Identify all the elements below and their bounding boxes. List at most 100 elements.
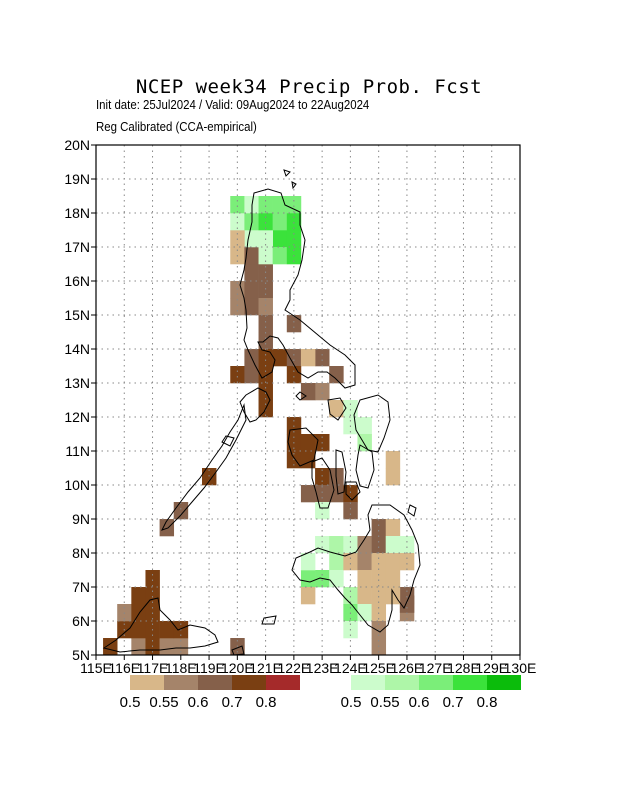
probability-cell — [272, 230, 288, 248]
probability-cell — [371, 553, 387, 571]
lat-tick-label: 13N — [64, 375, 90, 391]
probability-cell — [300, 349, 316, 367]
coast-cebu — [335, 449, 347, 495]
probability-cell — [315, 536, 330, 554]
coast-babuyan — [283, 169, 291, 177]
legend-swatch — [453, 675, 487, 690]
probability-cell — [371, 587, 387, 605]
legend: 0.5 0.55 0.6 0.7 0.8 0.5 0.55 0.6 0.7 0.8 — [120, 675, 521, 711]
probability-cell — [244, 298, 259, 316]
axis-ticks: 115E116E117E118E119E120E121E122E123E124E… — [64, 137, 536, 676]
probability-cell — [329, 570, 344, 588]
probability-cell — [131, 587, 146, 605]
probability-cell — [286, 196, 302, 214]
probability-cell — [357, 570, 372, 588]
probability-cell — [258, 366, 273, 384]
legend-label: 0.8 — [477, 694, 498, 711]
legend-swatch — [419, 675, 453, 690]
coast-mindoro — [239, 387, 271, 423]
legend-swatch — [385, 675, 419, 690]
probability-cell — [343, 536, 358, 554]
probability-cell — [202, 468, 217, 486]
probability-cell — [329, 485, 344, 503]
init-valid-dates: Init date: 25Jul2024 / Valid: 09Aug2024 … — [96, 97, 370, 112]
probability-cell — [371, 570, 387, 588]
probability-cell — [286, 349, 302, 367]
probability-cell — [300, 553, 316, 571]
lat-tick-label: 7N — [72, 579, 90, 595]
probability-cell — [286, 315, 302, 333]
probability-cell — [300, 587, 316, 605]
lat-tick-label: 20N — [64, 137, 90, 153]
probability-cell — [230, 298, 245, 316]
legend-label: 0.55 — [149, 694, 178, 711]
philippines-coastline — [102, 169, 421, 655]
probability-cell — [145, 587, 160, 605]
coast-calamian — [221, 435, 235, 447]
coast-borneo — [102, 597, 219, 653]
coast-palawan — [161, 403, 247, 531]
probability-cell — [286, 213, 302, 231]
lon-tick-label: 119E — [193, 660, 225, 676]
probability-cell — [258, 196, 273, 214]
lat-tick-label: 5N — [72, 647, 90, 663]
probability-cell — [357, 604, 372, 622]
coast-mindanao — [291, 504, 421, 633]
probability-cell — [230, 213, 245, 231]
coast-sulu — [261, 615, 277, 625]
lat-tick-label: 19N — [64, 171, 90, 187]
probability-cell — [230, 281, 245, 299]
probability-cell — [385, 451, 401, 469]
probability-cell — [244, 230, 259, 248]
map-title: NCEP week34 Precip Prob. Fcst — [135, 76, 483, 98]
probability-cell — [357, 536, 372, 554]
probability-cell — [272, 349, 288, 367]
probability-cell — [159, 519, 175, 537]
coast-masbate — [327, 397, 347, 421]
probability-cell — [329, 366, 344, 384]
probability-cell — [286, 366, 302, 384]
probability-cell — [244, 264, 259, 282]
lon-tick-label: 130E — [504, 660, 537, 676]
probability-cell — [315, 502, 330, 520]
probability-cell — [315, 468, 330, 486]
probability-cell — [343, 553, 358, 571]
probability-cell — [371, 519, 387, 537]
lon-tick-label: 116E — [108, 660, 140, 676]
probability-cell — [131, 604, 146, 622]
probability-cell — [329, 400, 344, 418]
legend-label: 0.6 — [188, 694, 209, 711]
lon-tick-label: 117E — [137, 660, 169, 676]
lat-tick-label: 12N — [64, 409, 90, 425]
probability-cell — [315, 383, 330, 401]
lat-tick-label: 10N — [64, 477, 90, 493]
probability-cells — [103, 196, 415, 655]
legend-swatch — [351, 675, 385, 690]
legend-label: 0.5 — [120, 694, 141, 711]
lon-tick-label: 125E — [362, 660, 395, 676]
lat-tick-label: 18N — [64, 205, 90, 221]
lon-tick-label: 124E — [334, 660, 367, 676]
coast-panay — [287, 427, 319, 467]
lon-tick-label: 129E — [475, 660, 508, 676]
probability-cell — [258, 298, 273, 316]
probability-cell — [272, 213, 288, 231]
probability-cell — [357, 587, 372, 605]
lon-tick-label: 115E — [80, 660, 112, 676]
probability-cell — [258, 349, 273, 367]
legend-swatch — [266, 675, 300, 690]
legend-swatch — [164, 675, 198, 690]
coast-leyte — [355, 444, 375, 489]
coast-siargao — [407, 504, 417, 517]
lat-tick-label: 17N — [64, 239, 90, 255]
probability-cell — [300, 451, 316, 469]
probability-cell — [272, 247, 288, 265]
lon-tick-label: 126E — [391, 660, 424, 676]
coast-luzon — [239, 188, 356, 389]
probability-cell — [258, 281, 273, 299]
probability-cell — [343, 485, 358, 503]
probability-cell — [329, 553, 344, 571]
legend-wet: 0.5 0.55 0.6 0.7 0.8 — [341, 675, 521, 711]
gridlines — [96, 145, 520, 655]
